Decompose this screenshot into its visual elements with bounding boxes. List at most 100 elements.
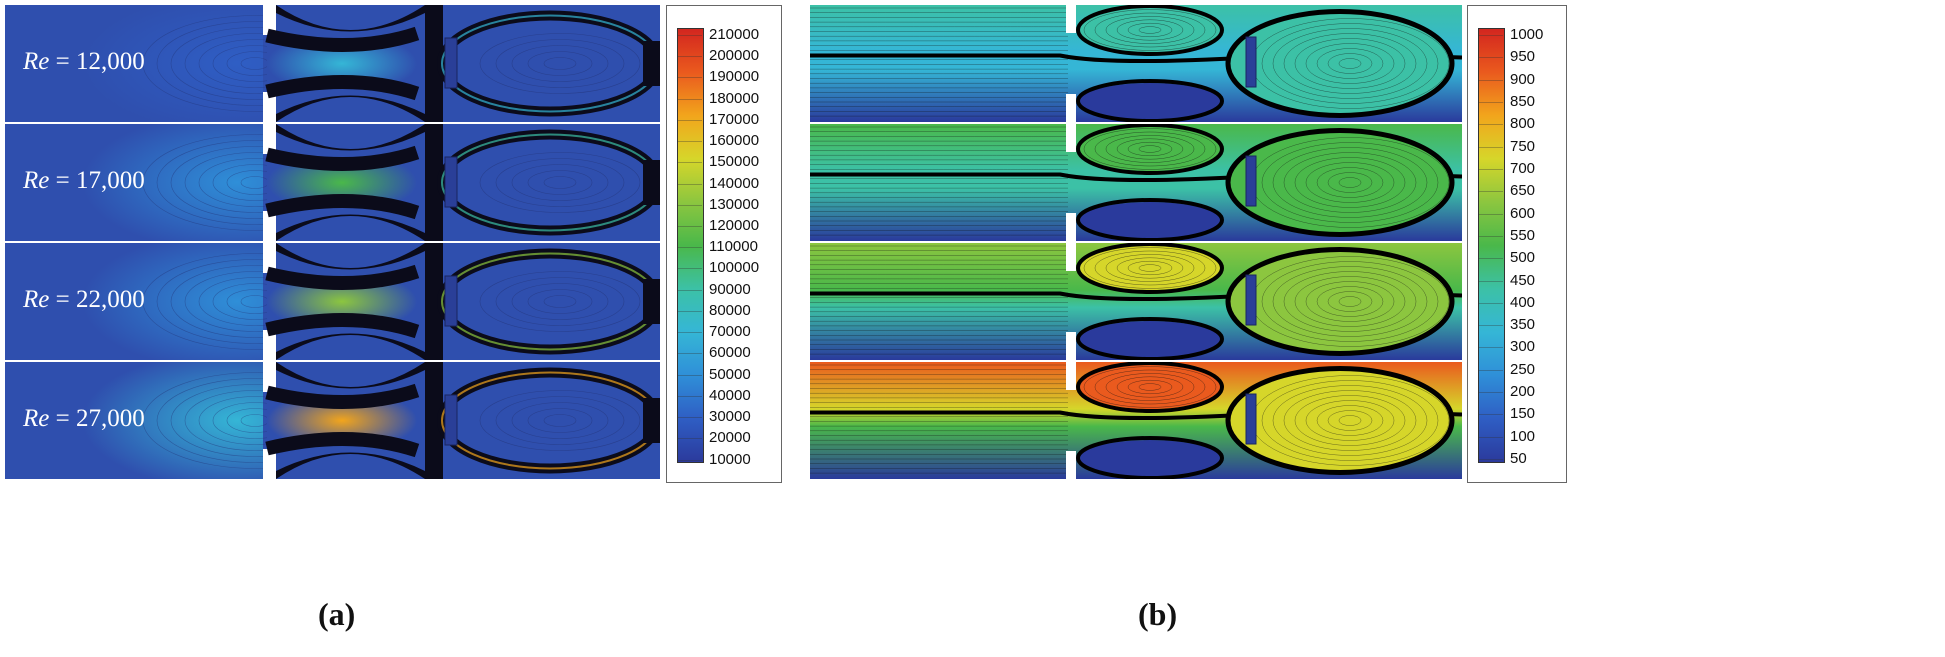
field-plot (5, 124, 660, 241)
colorbar-tick-mark (677, 56, 702, 58)
streamline-plot (810, 243, 1462, 360)
colorbar-tick-label: 140000 (709, 174, 760, 192)
colorbar-tick-label: 70000 (709, 323, 751, 341)
colorbar-tick-mark (1478, 79, 1503, 81)
field-plot (5, 362, 660, 479)
colorbar-tick-mark (1478, 436, 1503, 438)
colorbar-tick-label: 350 (1510, 316, 1536, 334)
colorbar-tick-mark (1478, 325, 1503, 327)
re-value: = 17,000 (49, 166, 145, 194)
colorbar-tick-mark (677, 141, 702, 143)
colorbar-tick-label: 800 (1510, 115, 1536, 133)
colorbar-tick-label: 500 (1510, 249, 1536, 267)
colorbar-tick-mark (1478, 459, 1503, 461)
colorbar-tick-mark (677, 438, 702, 440)
re-symbol: Re (23, 47, 50, 75)
reynolds-label: Re = 12,000 (23, 48, 145, 76)
reynolds-label: Re = 17,000 (23, 167, 145, 195)
re-symbol: Re (23, 404, 50, 432)
colorbar-tick-label: 400 (1510, 293, 1536, 311)
colorbar-tick-mark (1478, 168, 1503, 170)
colorbar-tick-label: 170000 (709, 110, 760, 128)
colorbar-tick-label: 30000 (709, 408, 751, 426)
colorbar-tick-label: 100000 (709, 259, 760, 277)
re-symbol: Re (23, 285, 50, 313)
colorbar-tick-label: 150000 (709, 153, 760, 171)
colorbar-tick-label: 650 (1510, 182, 1536, 200)
colorbar-tick-label: 20000 (709, 429, 751, 447)
colorbar-tick-mark (1478, 124, 1503, 126)
colorbar-tick-label: 900 (1510, 70, 1536, 88)
colorbar-tick-label: 210000 (709, 26, 760, 43)
colorbar-tick-mark (1478, 235, 1503, 237)
colorbar-tick-label: 180000 (709, 89, 760, 107)
re-symbol: Re (23, 166, 50, 194)
colorbar-tick-mark (677, 98, 702, 100)
re-value: = 27,000 (49, 404, 145, 432)
colorbar-tick-mark (677, 204, 702, 206)
colorbar-tick-label: 60000 (709, 344, 751, 362)
colorbar-tick-label: 80000 (709, 301, 751, 319)
colorbar-tick-label: 100 (1510, 427, 1536, 445)
colorbar-tick-label: 40000 (709, 386, 751, 404)
colorbar-gradient (1478, 28, 1505, 463)
colorbar-tick-label: 190000 (709, 68, 760, 86)
colorbar-a: 210000 200000 190000 180000 170000 160000 1500… (666, 5, 782, 483)
colorbar-tick-mark (677, 35, 702, 36)
panel-b-row (810, 124, 1462, 241)
colorbar-tick-label: 550 (1510, 226, 1536, 244)
panel-b-row (810, 243, 1462, 360)
colorbar-tick-mark (677, 268, 702, 270)
colorbar-tick-label: 200000 (709, 47, 760, 65)
field-plot (5, 243, 660, 360)
colorbar-tick-mark (1478, 146, 1503, 148)
colorbar-tick-mark (1478, 57, 1503, 59)
panel-b-row (810, 362, 1462, 479)
colorbar-tick-mark (677, 162, 702, 164)
colorbar-tick-label: 600 (1510, 204, 1536, 222)
colorbar-tick-mark (677, 226, 702, 228)
panel-a-row: Re = 17,000 (5, 124, 660, 241)
colorbar-tick-label: 50000 (709, 365, 751, 383)
colorbar-tick-label: 250 (1510, 360, 1536, 378)
streamline-plot (810, 5, 1462, 122)
colorbar-tick-label: 300 (1510, 338, 1536, 356)
colorbar-tick-mark (1478, 392, 1503, 394)
colorbar-tick-label: 200 (1510, 383, 1536, 401)
colorbar-tick-mark (1478, 258, 1503, 260)
colorbar-tick-mark (1478, 369, 1503, 371)
panel-a-label: (a) (318, 596, 356, 632)
colorbar-tick-mark (1478, 302, 1503, 304)
colorbar-tick-mark (677, 183, 702, 185)
colorbar-tick-mark (677, 310, 702, 312)
colorbar-tick-mark (677, 395, 702, 397)
colorbar-tick-label: 50 (1510, 450, 1527, 468)
colorbar-tick-mark (1478, 347, 1503, 349)
streamline-plot (810, 362, 1462, 479)
colorbar-b: 1000 950 900 850 800 750 700 650 600 550 500 450 400… (1467, 5, 1567, 483)
colorbar-tick-mark (1478, 101, 1503, 103)
colorbar-tick-mark (1478, 35, 1503, 36)
colorbar-tick-mark (1478, 414, 1503, 416)
panel-a-row: Re = 22,000 (5, 243, 660, 360)
colorbar-tick-label: 110000 (709, 238, 758, 256)
colorbar-tick-label: 950 (1510, 48, 1536, 66)
panel-a: Re = 12,000 Re = 17,000 Re = 22,000 Re = 27… (5, 5, 660, 481)
re-value: = 12,000 (49, 47, 145, 75)
reynolds-label: Re = 27,000 (23, 405, 145, 433)
panel-a-row: Re = 12,000 (5, 5, 660, 122)
colorbar-gradient (677, 28, 704, 463)
panel-b-row (810, 5, 1462, 122)
streamline-plot (810, 124, 1462, 241)
colorbar-tick-mark (677, 417, 702, 419)
panel-b-label: (b) (1138, 596, 1178, 632)
colorbar-tick-label: 850 (1510, 92, 1536, 110)
colorbar-tick-label: 700 (1510, 159, 1536, 177)
colorbar-tick-label: 150 (1510, 405, 1536, 423)
panel-b (810, 5, 1462, 481)
colorbar-tick-mark (677, 332, 702, 334)
colorbar-tick-label: 1000 (1510, 26, 1544, 43)
colorbar-tick-mark (677, 77, 702, 79)
colorbar-tick-label: 750 (1510, 137, 1536, 155)
colorbar-tick-mark (1478, 191, 1503, 193)
